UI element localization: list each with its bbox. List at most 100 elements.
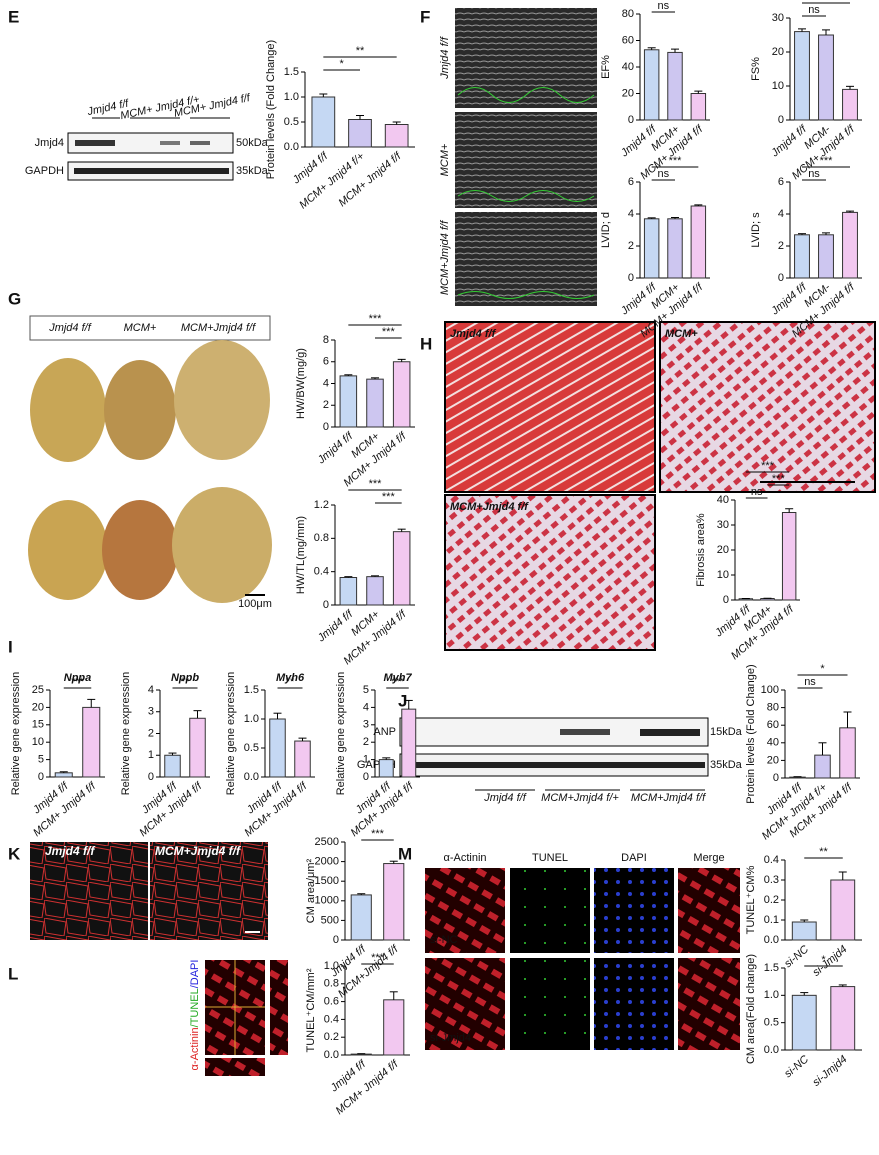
bar: [690, 93, 707, 121]
y-tick-label: 30: [772, 12, 784, 24]
y-tick-label: 0.5: [284, 116, 299, 128]
bar: [269, 718, 286, 778]
panel-label: E: [8, 7, 19, 26]
y-axis-label: EF%: [600, 55, 612, 79]
bar: [189, 717, 206, 778]
echo-label: Jmjd4 f/f: [439, 36, 451, 80]
bar: [366, 378, 384, 428]
row-label: si-NC: [430, 934, 458, 946]
bar: [350, 894, 372, 941]
y-tick-label: 0: [363, 771, 369, 783]
bar: [311, 96, 336, 148]
y-tick-label: 0.4: [324, 1013, 339, 1025]
y-axis-label: HW/TL(mg/mm): [295, 516, 307, 594]
y-tick-label: 5: [38, 754, 44, 766]
bar: [643, 49, 660, 121]
y-tick-label: 0.5: [764, 1017, 779, 1029]
y-tick-label: 0.3: [764, 874, 779, 886]
heart-label: MCM+: [124, 322, 157, 334]
y-tick-label: 20: [717, 544, 729, 556]
significance-label: ***: [669, 155, 683, 167]
bar: [791, 921, 817, 941]
image-label: MCM+Jmjd4 f/f: [155, 844, 241, 858]
stain-part: /DAPI: [189, 960, 201, 989]
significance-label: ns: [804, 676, 816, 688]
x-tick-label: si-Jmjd4: [810, 943, 849, 979]
bar: [842, 88, 858, 121]
bar: [82, 706, 101, 778]
echo-label: MCM+Jmjd4 f/f: [439, 220, 451, 295]
significance-label: ***: [761, 460, 775, 472]
significance-label: ***: [369, 313, 383, 325]
y-tick-label: 1.2: [314, 499, 329, 511]
significance-label: ns: [808, 168, 820, 180]
column-label: α-Actinin: [443, 852, 486, 864]
y-tick-label: 1.5: [284, 66, 299, 78]
y-axis-label: HW/BW(mg/g): [295, 348, 307, 419]
y-tick-label: 40: [767, 737, 779, 749]
column-label: Merge: [693, 852, 724, 864]
y-axis-label: TUNEL⁺CM/mm²: [305, 968, 317, 1052]
significance-label: ***: [382, 326, 396, 338]
y-tick-label: 0: [148, 771, 154, 783]
y-tick-label: 60: [622, 34, 634, 46]
y-tick-label: 4: [148, 684, 154, 696]
y-axis-label: Protein levels (Fold Change): [745, 664, 757, 803]
bar: [667, 218, 683, 279]
y-tick-label: 1.0: [324, 960, 339, 972]
column-label: TUNEL: [532, 852, 568, 864]
y-tick-label: 20: [772, 46, 784, 58]
significance-label: *: [821, 954, 826, 966]
bar: [839, 727, 856, 779]
y-tick-label: 0: [628, 272, 634, 284]
y-tick-label: 0: [323, 421, 329, 433]
y-tick-label: 10: [772, 80, 784, 92]
chart-title: Nppa: [64, 672, 92, 684]
y-tick-label: 1: [363, 754, 369, 766]
bar: [350, 1053, 372, 1056]
bar: [794, 234, 810, 279]
y-tick-label: 0.6: [324, 996, 339, 1008]
significance-label: ***: [371, 828, 385, 840]
y-tick-label: 6: [323, 356, 329, 368]
significance-label: **: [819, 846, 828, 858]
y-tick-label: 2: [778, 240, 784, 252]
significance-label: ns: [658, 0, 670, 12]
echo-images: [455, 8, 597, 306]
y-tick-label: 2500: [315, 836, 339, 848]
y-tick-label: 40: [622, 61, 634, 73]
y-axis-label: Fibrosis area%: [695, 513, 707, 587]
x-tick-label: MCM+ Jmjd4 f/+: [297, 150, 367, 211]
significance-label: ***: [772, 473, 786, 485]
bar: [789, 776, 806, 779]
y-tick-label: 4: [323, 377, 329, 389]
chart-title: Myh7: [383, 672, 412, 684]
panel-e-blot: [67, 117, 234, 181]
bar: [348, 119, 372, 148]
y-tick-label: 0: [323, 599, 329, 611]
y-tick-label: 100: [761, 684, 779, 696]
bar: [378, 759, 394, 778]
bar: [791, 994, 817, 1051]
bar: [814, 754, 831, 779]
y-tick-label: 0: [773, 772, 779, 784]
y-tick-label: 1.0: [244, 713, 259, 725]
bar: [392, 361, 411, 428]
marker-label: 35kDa: [710, 759, 743, 771]
significance-label: **: [181, 676, 190, 688]
x-tick-label: MCM+ Jmjd4 f/f: [337, 150, 405, 209]
y-tick-label: 0.4: [314, 566, 329, 578]
y-tick-label: 0.0: [324, 1049, 339, 1061]
y-tick-label: 6: [628, 176, 634, 188]
significance-label: ns: [808, 4, 820, 16]
band-label: ANP: [373, 726, 396, 738]
y-tick-label: 10: [32, 736, 44, 748]
bar: [383, 863, 405, 941]
heart-label: MCM+Jmjd4 f/f: [181, 322, 256, 334]
significance-label: ***: [382, 491, 396, 503]
y-axis-label: CM area/μm²: [305, 858, 317, 923]
bar: [383, 999, 405, 1056]
y-tick-label: 80: [767, 702, 779, 714]
y-tick-label: 0.0: [244, 771, 259, 783]
